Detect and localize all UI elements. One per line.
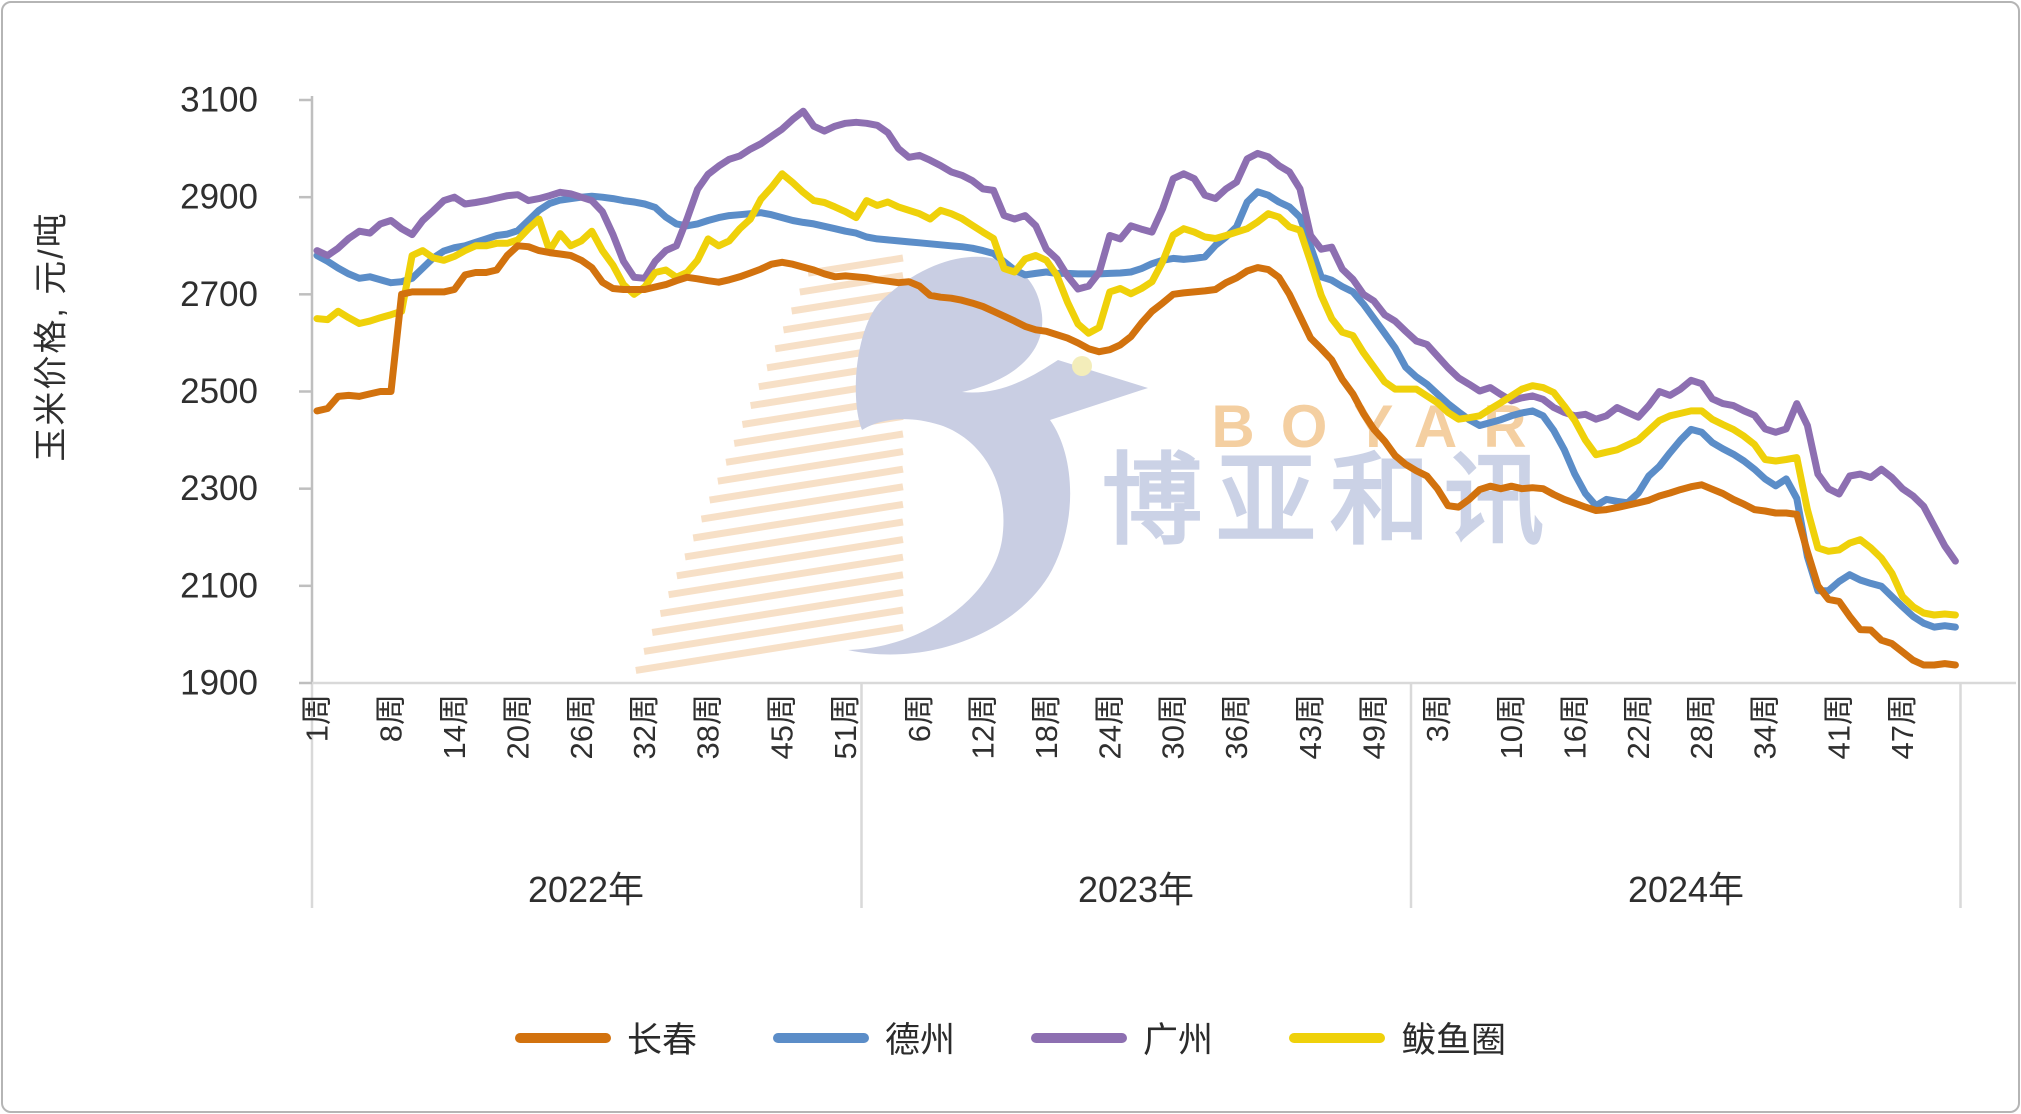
x-axis-week-label: 36周: [1219, 694, 1254, 759]
x-axis-week-label: 1周: [300, 694, 335, 742]
legend-label-guangzhou: 广州: [1143, 1021, 1214, 1060]
x-axis-week-label: 14周: [437, 694, 472, 759]
x-axis-week-label: 22周: [1621, 694, 1656, 759]
watermark-stripes: [635, 254, 904, 674]
y-axis-tick-label: 2100: [180, 566, 258, 605]
x-axis-week-label: 47周: [1885, 694, 1920, 759]
x-axis-week-label: 12周: [965, 694, 1000, 759]
legend-item-dezhou: 德州: [772, 1012, 955, 1063]
y-axis-title: 玉米价格, 元/吨: [32, 211, 71, 462]
series-line-2: [313, 107, 1959, 565]
y-axis-tick-label: 2300: [180, 469, 258, 508]
legend-label-changchun: 长春: [626, 1021, 697, 1060]
legend: 长春 德州 广州 鲅鱼圈: [0, 1012, 2021, 1063]
x-axis-week-label: 45周: [765, 694, 800, 759]
y-axis-tick-label: 2700: [180, 275, 258, 314]
x-axis-week-label: 26周: [564, 694, 599, 759]
x-axis-week-label: 32周: [627, 694, 662, 759]
x-axis-week-label: 43周: [1293, 694, 1328, 759]
x-axis-week-label: 16周: [1557, 694, 1592, 759]
x-axis-week-label: 41周: [1822, 694, 1857, 759]
year-label: 2023年: [1078, 869, 1194, 910]
legend-swatch-changchun: [514, 1032, 611, 1043]
legend-label-dezhou: 德州: [884, 1021, 955, 1060]
series-line-3: [313, 170, 1959, 619]
x-axis-week-label: 8周: [374, 694, 409, 742]
x-axis-week-label: 6周: [902, 694, 937, 742]
x-axis-week-label: 10周: [1494, 694, 1529, 759]
bird-eye-dot: [1072, 356, 1092, 376]
x-axis-week-label: 18周: [1029, 694, 1064, 759]
x-axis-week-label: 34周: [1748, 694, 1783, 759]
legend-label-bayuquan: 鲅鱼圈: [1401, 1021, 1507, 1060]
x-axis-week-label: 28周: [1684, 694, 1719, 759]
x-axis-week-label: 51周: [828, 694, 863, 759]
legend-swatch-bayuquan: [1289, 1032, 1386, 1043]
year-label: 2024年: [1628, 869, 1744, 910]
legend-swatch-guangzhou: [1031, 1032, 1127, 1043]
series-line-0: [313, 242, 1959, 669]
y-axis-tick-label: 2900: [180, 178, 258, 217]
watermark-text-cn: 博亚和讯: [1102, 445, 1558, 557]
legend-swatch-dezhou: [772, 1032, 869, 1043]
legend-item-bayuquan: 鲅鱼圈: [1289, 1012, 1506, 1063]
x-axis-week-label: 3周: [1420, 694, 1455, 742]
y-axis-tick-label: 2500: [180, 372, 258, 411]
year-label: 2022年: [528, 869, 644, 910]
x-axis-week-label: 38周: [691, 694, 726, 759]
x-axis-week-label: 30周: [1156, 694, 1191, 759]
x-axis-week-label: 24周: [1092, 694, 1127, 759]
y-axis-tick-label: 3100: [180, 81, 258, 120]
legend-item-changchun: 长春: [514, 1012, 697, 1063]
x-axis-week-label: 49周: [1357, 694, 1392, 759]
watermark-bird-logo: [848, 256, 1148, 655]
legend-item-guangzhou: 广州: [1031, 1012, 1213, 1063]
y-axis-tick-label: 1900: [180, 664, 258, 703]
x-axis-week-label: 20周: [500, 694, 535, 759]
